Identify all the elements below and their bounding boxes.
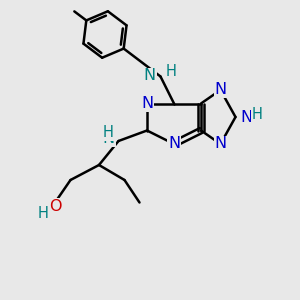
Text: N: N <box>103 131 115 146</box>
Text: N: N <box>168 136 180 152</box>
Text: N: N <box>144 68 156 83</box>
Text: N: N <box>141 96 153 111</box>
Text: N: N <box>240 110 252 124</box>
Text: N: N <box>214 82 226 98</box>
Text: H: H <box>252 106 263 122</box>
Text: O: O <box>49 199 62 214</box>
Text: H: H <box>103 125 113 140</box>
Text: H: H <box>38 206 49 220</box>
Text: N: N <box>214 136 226 152</box>
Text: H: H <box>166 64 177 79</box>
